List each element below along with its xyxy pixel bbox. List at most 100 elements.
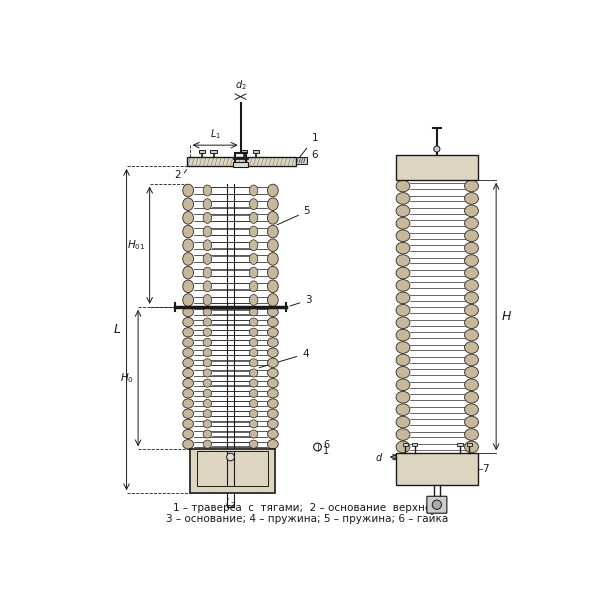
Ellipse shape — [268, 307, 278, 317]
Text: 1: 1 — [323, 446, 329, 456]
Ellipse shape — [464, 416, 478, 428]
Ellipse shape — [268, 225, 278, 238]
Ellipse shape — [268, 379, 278, 388]
Text: $d$: $d$ — [376, 451, 384, 463]
Ellipse shape — [268, 409, 278, 418]
Ellipse shape — [464, 354, 478, 366]
Ellipse shape — [464, 304, 478, 316]
Ellipse shape — [464, 441, 478, 453]
Ellipse shape — [203, 420, 212, 428]
Text: $H$: $H$ — [501, 310, 512, 323]
Text: $L$: $L$ — [113, 323, 121, 336]
Ellipse shape — [203, 308, 212, 316]
Ellipse shape — [203, 440, 212, 448]
Ellipse shape — [396, 242, 410, 254]
Ellipse shape — [396, 255, 410, 266]
Ellipse shape — [396, 280, 410, 291]
Ellipse shape — [183, 419, 194, 428]
Ellipse shape — [203, 267, 212, 278]
Ellipse shape — [183, 379, 194, 388]
Ellipse shape — [396, 180, 410, 192]
Text: 3 – основание; 4 – пружина; 5 – пружина; 6 – гайка: 3 – основание; 4 – пружина; 5 – пружина;… — [166, 514, 449, 524]
Ellipse shape — [250, 308, 258, 316]
Ellipse shape — [203, 389, 212, 397]
Ellipse shape — [268, 266, 278, 279]
Ellipse shape — [183, 253, 194, 265]
Ellipse shape — [268, 294, 278, 307]
Bar — [467, 443, 472, 446]
Ellipse shape — [464, 341, 478, 353]
Ellipse shape — [396, 341, 410, 353]
Ellipse shape — [183, 280, 194, 293]
Ellipse shape — [203, 199, 212, 209]
Ellipse shape — [250, 267, 258, 278]
Circle shape — [434, 146, 440, 152]
Ellipse shape — [464, 317, 478, 329]
Ellipse shape — [464, 193, 478, 204]
Bar — [412, 443, 417, 446]
Ellipse shape — [268, 358, 278, 367]
Ellipse shape — [268, 399, 278, 408]
Bar — [403, 443, 408, 446]
Ellipse shape — [203, 338, 212, 347]
Ellipse shape — [268, 338, 278, 347]
Bar — [190, 449, 275, 493]
Ellipse shape — [268, 212, 278, 224]
Ellipse shape — [464, 428, 478, 440]
Ellipse shape — [396, 230, 410, 242]
Ellipse shape — [203, 400, 212, 407]
Ellipse shape — [183, 358, 194, 367]
Ellipse shape — [203, 369, 212, 377]
Ellipse shape — [203, 410, 212, 418]
Ellipse shape — [203, 281, 212, 292]
Bar — [233, 162, 248, 167]
Ellipse shape — [183, 317, 194, 327]
Ellipse shape — [250, 281, 258, 292]
Ellipse shape — [396, 317, 410, 329]
Ellipse shape — [268, 317, 278, 327]
Bar — [199, 150, 205, 153]
Ellipse shape — [183, 239, 194, 251]
Circle shape — [432, 500, 442, 509]
Text: 5: 5 — [277, 206, 310, 225]
Ellipse shape — [268, 440, 278, 449]
Ellipse shape — [183, 294, 194, 307]
Ellipse shape — [203, 240, 212, 251]
Ellipse shape — [183, 389, 194, 398]
Ellipse shape — [203, 359, 212, 367]
Ellipse shape — [268, 368, 278, 377]
Ellipse shape — [464, 391, 478, 403]
Ellipse shape — [268, 389, 278, 398]
Ellipse shape — [268, 430, 278, 439]
Ellipse shape — [464, 217, 478, 229]
Ellipse shape — [396, 441, 410, 453]
Ellipse shape — [203, 328, 212, 337]
Ellipse shape — [396, 267, 410, 279]
Ellipse shape — [396, 205, 410, 217]
Ellipse shape — [183, 307, 194, 317]
Bar — [396, 155, 478, 180]
Ellipse shape — [250, 338, 258, 347]
Ellipse shape — [250, 349, 258, 357]
Bar — [241, 150, 247, 153]
Ellipse shape — [268, 348, 278, 358]
Text: 2: 2 — [175, 170, 181, 180]
Text: $d_2$: $d_2$ — [235, 78, 247, 92]
Ellipse shape — [250, 318, 258, 326]
Bar — [197, 451, 268, 486]
Ellipse shape — [250, 389, 258, 397]
Ellipse shape — [250, 440, 258, 448]
Ellipse shape — [203, 295, 212, 305]
Ellipse shape — [396, 354, 410, 366]
Ellipse shape — [396, 404, 410, 416]
Text: $H_0$: $H_0$ — [119, 371, 133, 385]
Ellipse shape — [250, 253, 258, 265]
Ellipse shape — [464, 280, 478, 291]
Ellipse shape — [250, 295, 258, 305]
Ellipse shape — [250, 369, 258, 377]
Ellipse shape — [183, 409, 194, 418]
Ellipse shape — [203, 253, 212, 265]
Ellipse shape — [183, 440, 194, 449]
Ellipse shape — [396, 391, 410, 403]
Text: 1: 1 — [299, 133, 318, 158]
